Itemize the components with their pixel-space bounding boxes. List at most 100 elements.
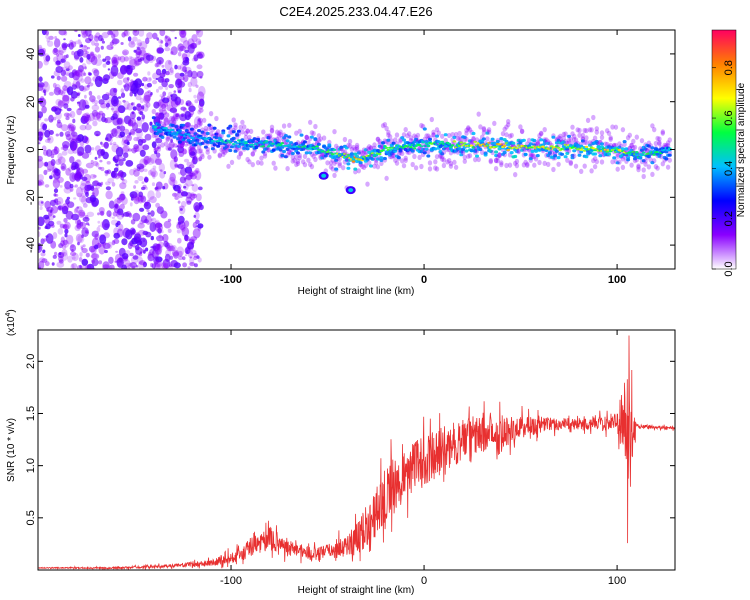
spectrogram-halo-point [440,154,445,160]
spectrogram-noise-point [58,30,67,36]
spectrogram-noise-point [164,46,171,52]
spectrogram-halo-point [653,164,659,170]
spectrogram-core-point [440,140,445,143]
spectrogram-halo-point [316,133,322,139]
spectrogram-noise-point [129,58,138,68]
spectrogram-ridge-point [667,153,672,157]
spectrogram-noise-point [197,109,202,115]
spectrogram-noise-point [119,131,126,138]
spectrogram-halo-point [532,162,537,168]
spectrogram-noise-point [190,198,194,202]
spectrogram-noise-point [154,62,159,68]
spectrogram-noise-point [132,30,140,36]
spectrogram-halo-point [410,161,415,168]
spectrogram-noise-point [142,103,149,112]
spectrogram-halo-point [275,129,280,135]
spectrogram-noise-point [122,157,126,162]
spectrogram-noise-point [98,99,105,105]
spectrogram-noise-point [173,193,179,197]
spectrogram-ridge-point [478,147,483,152]
spectrogram-noise-point [74,163,78,167]
spectrogram-halo-point [645,147,650,153]
spectrogram-noise-point [83,45,87,48]
spectrogram-core-point [485,144,490,147]
spectrogram-noise-point [171,249,180,257]
spectrogram-y-tick-label: -40 [25,237,37,253]
spectrogram-ridge-point [530,149,535,153]
spectrogram-noise-point [141,186,146,191]
spectrogram-halo-point [375,136,381,142]
spectrogram-halo-point [650,171,655,177]
spectrogram-noise-point [134,180,139,184]
snr-y-tick-label: 1.0 [25,458,37,473]
spectrogram-halo-point [610,124,615,130]
spectrogram-noise-point [82,203,88,208]
spectrogram-ridge-point [435,134,439,138]
spectrogram-noise-point [121,238,128,246]
spectrogram-ridge-point [282,149,287,154]
spectrogram-noise-point [151,249,159,259]
spectrogram-halo-point [174,116,179,122]
spectrogram-noise-point [56,176,64,183]
spectrogram-noise-point [68,124,77,132]
spectrogram-halo-point [341,165,346,171]
spectrogram-noise-point [175,113,179,118]
snr-x-axis-label: Height of straight line (km) [298,585,415,596]
spectrogram-core-point [523,144,528,147]
spectrogram-halo-point [169,115,174,122]
spectrogram-ridge-point [283,134,288,138]
spectrogram-noise-point [85,136,89,140]
spectrogram-noise-point [111,33,116,39]
spectrogram-noise-point [69,172,77,183]
spectrogram-halo-point [268,133,273,139]
spectrogram-halo-point [170,116,176,122]
spectrogram-noise-point [174,64,178,70]
spectrogram-noise-point [157,76,165,83]
spectrogram-noise-point [139,97,144,104]
spectrogram-core-point [388,146,392,149]
spectrogram-halo-point [308,119,313,125]
spectrogram-noise-point [81,187,88,193]
spectrogram-noise-point [99,159,103,163]
spectrogram-halo-point [304,134,309,141]
spectrogram-halo-point [427,166,433,172]
spectrogram-noise-point [172,251,179,259]
spectrogram-y-axis-label: Frequency (Hz) [6,116,17,185]
spectrogram-halo-point [398,138,403,144]
spectrogram-halo-point [499,160,504,166]
spectrogram-halo-point [568,159,573,165]
spectrogram-halo-point [493,157,499,163]
spectrogram-ridge-point [344,158,349,162]
spectrogram-noise-point [66,107,72,112]
spectrogram-halo-point [493,158,499,164]
spectrogram-noise-point [126,65,131,70]
spectrogram-core-point [226,139,231,142]
spectrogram-halo-point [655,165,660,171]
spectrogram-halo-point [504,124,509,130]
spectrogram-ridge-point [464,149,469,153]
spectrogram-ridge-point [596,145,601,149]
spectrogram-noise-point [45,55,51,62]
spectrogram-halo-point [236,131,242,137]
spectrogram-halo-point [537,159,542,166]
spectrogram-noise-point [144,201,149,207]
spectrogram-noise-point [137,175,144,182]
spectrogram-noise-point [94,35,100,42]
spectrogram-halo-point [202,117,207,123]
spectrogram-halo-point [172,109,177,115]
spectrogram-halo-point [269,124,275,130]
spectrogram-noise-point [78,257,83,262]
spectrogram-noise-point [157,146,160,149]
spectrogram-noise-point [80,246,84,250]
spectrogram-core-point [280,142,285,145]
spectrogram-noise-point [44,118,49,122]
spectrogram-halo-point [384,125,389,132]
spectrogram-noise-point [109,142,113,146]
spectrogram-halo-point [615,166,620,172]
spectrogram-halo-point [412,133,417,139]
spectrogram-ridge-point [617,145,622,149]
spectrogram-noise-point [79,69,86,77]
spectrogram-noise-point [69,138,78,151]
spectrogram-noise-point [111,216,116,219]
spectrogram-halo-point [464,127,469,133]
